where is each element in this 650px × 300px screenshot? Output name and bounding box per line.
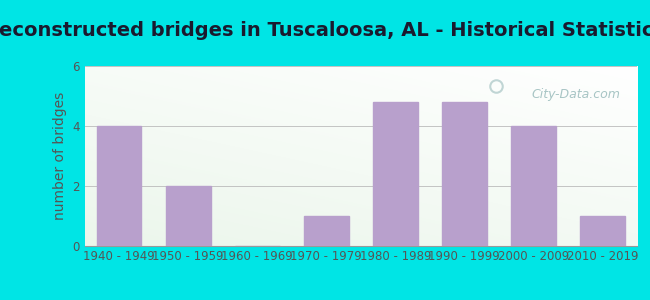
Bar xyxy=(97,126,142,246)
Bar xyxy=(373,102,418,246)
Bar xyxy=(580,216,625,246)
Bar xyxy=(442,102,487,246)
Text: Reconstructed bridges in Tuscaloosa, AL - Historical Statistics: Reconstructed bridges in Tuscaloosa, AL … xyxy=(0,21,650,40)
Text: City-Data.com: City-Data.com xyxy=(532,88,620,100)
Y-axis label: number of bridges: number of bridges xyxy=(53,92,66,220)
Bar xyxy=(304,216,348,246)
Bar xyxy=(511,126,556,246)
Bar xyxy=(166,186,211,246)
